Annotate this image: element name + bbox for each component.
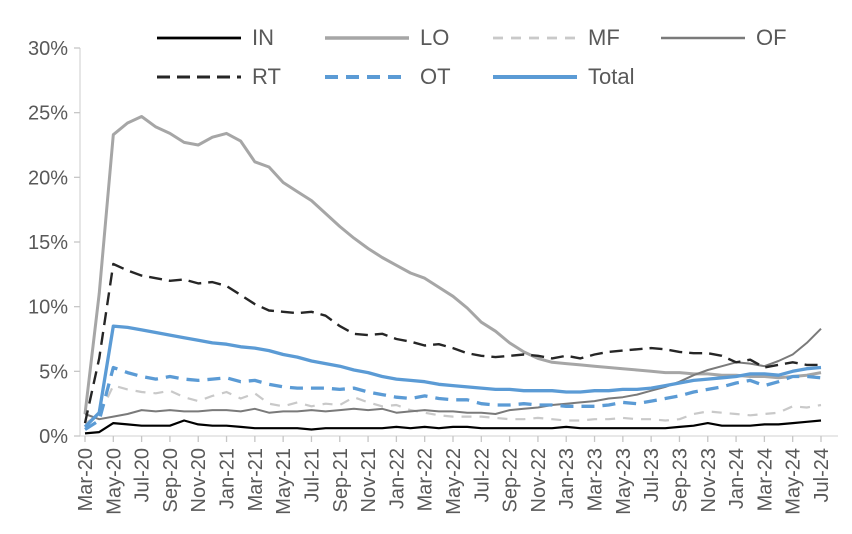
legend-row-2: RT OT Total xyxy=(156,63,828,91)
x-axis-tick-label: Jul-24 xyxy=(811,448,833,502)
legend-label: IN xyxy=(252,25,274,50)
legend-line-sample xyxy=(157,36,241,40)
legend-row-1: IN LO MF OF xyxy=(156,24,828,52)
x-axis-tick-label: Nov-20 xyxy=(188,448,210,512)
x-axis-tick-label: Sep-21 xyxy=(330,448,352,513)
x-axis-tick-label: May-21 xyxy=(273,448,295,515)
legend-label: Total xyxy=(588,64,635,89)
x-axis-tick-label: May-23 xyxy=(613,448,635,515)
y-axis-tick-label: 0% xyxy=(39,426,68,448)
legend-line-sample xyxy=(661,36,745,40)
series-line-rt xyxy=(83,262,821,424)
series-line-ot xyxy=(84,365,822,431)
x-axis-tick-label: Mar-23 xyxy=(585,448,607,511)
y-axis-tick-label: 20% xyxy=(28,167,68,189)
x-axis-tick-label: Sep-20 xyxy=(160,448,182,513)
chart-legend: IN LO MF OF RT OT xyxy=(156,24,828,102)
x-axis-tick-label: Nov-23 xyxy=(698,448,720,512)
legend-label: RT xyxy=(252,64,281,89)
x-axis-tick-label: Jan-24 xyxy=(726,448,748,509)
legend-line-sample xyxy=(325,75,409,79)
y-axis-tick-label: 5% xyxy=(39,361,68,383)
legend-label: OF xyxy=(756,25,787,50)
x-axis-tick-label: Jul-20 xyxy=(132,448,154,502)
x-axis-tick-label: Mar-20 xyxy=(75,448,97,511)
legend-item-mf: MF xyxy=(492,24,660,52)
y-axis-tick-label: 15% xyxy=(28,232,68,254)
legend-label: OT xyxy=(420,64,451,89)
legend-label: LO xyxy=(420,25,450,50)
y-axis-tick-label: 30% xyxy=(28,38,68,60)
x-axis-tick-label: May-22 xyxy=(443,448,465,515)
y-axis-tick-label: 25% xyxy=(28,103,68,125)
legend-item-lo: LO xyxy=(324,24,492,52)
x-axis-tick-label: Mar-21 xyxy=(245,448,267,511)
series-line-mf xyxy=(84,384,822,425)
legend-item-total: Total xyxy=(492,63,660,91)
legend-line-sample xyxy=(325,36,409,40)
legend-item-in: IN xyxy=(156,24,324,52)
legend-label: MF xyxy=(588,25,620,50)
x-axis-tick-label: Mar-24 xyxy=(754,448,776,511)
x-axis-tick-label: Nov-21 xyxy=(358,448,380,512)
x-axis-tick-label: Sep-22 xyxy=(500,448,522,513)
series-line-of xyxy=(84,327,822,421)
x-axis-tick-label: Jul-21 xyxy=(301,448,323,502)
y-axis-tick-label: 10% xyxy=(28,297,68,319)
x-axis-tick-label: Mar-22 xyxy=(415,448,437,511)
legend-item-rt: RT xyxy=(156,63,324,91)
x-axis-tick-label: May-20 xyxy=(103,448,125,515)
legend-item-of: OF xyxy=(660,24,828,52)
legend-item-ot: OT xyxy=(324,63,492,91)
x-axis-tick-label: Jan-22 xyxy=(386,448,408,509)
legend-line-sample xyxy=(493,75,577,79)
x-axis-tick-label: Jan-23 xyxy=(556,448,578,509)
legend-line-sample xyxy=(493,36,577,40)
x-axis-tick-label: Sep-23 xyxy=(669,448,691,513)
x-axis-tick-label: Jan-21 xyxy=(217,448,239,509)
series-line-in xyxy=(84,419,822,435)
legend-line-sample xyxy=(157,75,241,79)
x-axis-tick-label: May-24 xyxy=(783,448,805,515)
x-axis-tick-label: Jul-22 xyxy=(471,448,493,502)
x-axis-tick-label: Nov-22 xyxy=(528,448,550,512)
series-line-total xyxy=(83,324,822,429)
x-axis-tick-label: Jul-23 xyxy=(641,448,663,502)
